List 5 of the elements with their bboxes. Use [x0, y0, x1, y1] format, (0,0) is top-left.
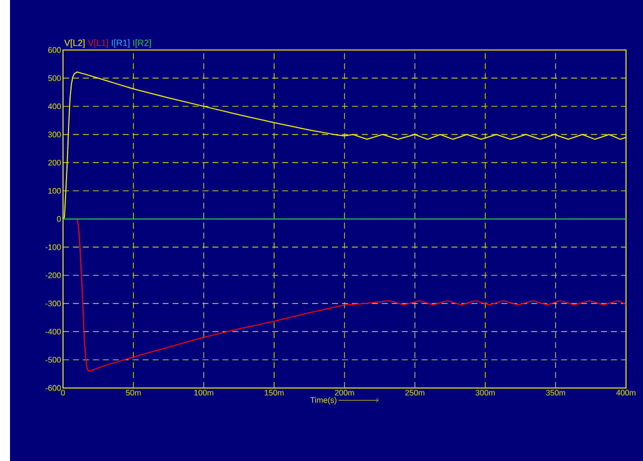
text: V[L1] [88, 39, 108, 48]
line-series [63, 71, 626, 220]
text: V[L2] [64, 39, 85, 48]
text: I[R2] [133, 39, 151, 48]
legend-label: I[R1] [112, 39, 130, 48]
